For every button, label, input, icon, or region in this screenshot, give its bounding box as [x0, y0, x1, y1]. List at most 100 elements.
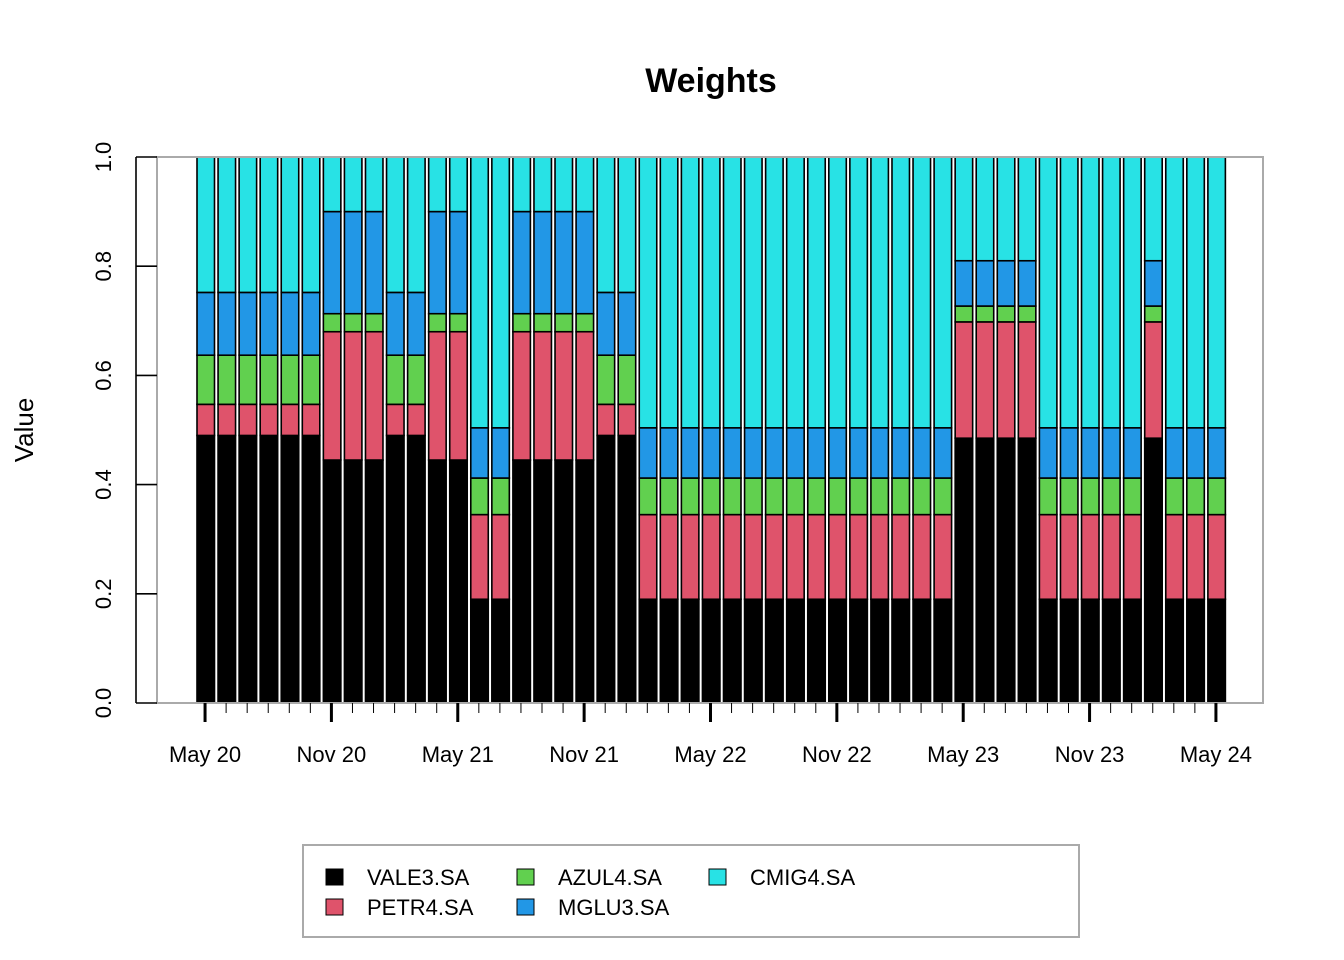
bar-segment-mglu3-sa-31: [849, 427, 869, 479]
bar-segment-azul4-sa-8: [364, 312, 384, 333]
bar-segment-azul4-sa-9: [385, 354, 405, 406]
bar-segment-cmig4-sa-13: [469, 156, 490, 429]
bar-segment-petr4-sa-2: [238, 403, 258, 437]
bar-segment-azul4-sa-29: [806, 477, 827, 516]
bar-segment-azul4-sa-30: [827, 477, 848, 516]
bar-segment-petr4-sa-26: [743, 513, 763, 601]
bar-segment-petr4-sa-22: [659, 513, 679, 601]
bar-segment-petr4-sa-27: [764, 513, 784, 601]
bar-segment-cmig4-sa-37: [975, 156, 995, 262]
bar-segment-azul4-sa-24: [701, 477, 721, 516]
bar-segment-vale3-sa-12: [448, 459, 469, 704]
bar-segment-petr4-sa-43: [1101, 513, 1121, 601]
bar-segment-vale3-sa-45: [1143, 437, 1163, 704]
bar-segment-mglu3-sa-18: [575, 210, 595, 315]
bar-segment-azul4-sa-21: [638, 477, 658, 516]
bar-segment-mglu3-sa-33: [891, 427, 911, 479]
bar-segment-petr4-sa-19: [596, 403, 616, 437]
bar-segment-petr4-sa-37: [975, 321, 995, 439]
bar-segment-cmig4-sa-43: [1101, 156, 1121, 429]
bar-segment-mglu3-sa-42: [1080, 427, 1100, 479]
bar-segment-petr4-sa-31: [849, 513, 869, 601]
legend-swatch-vale3-sa: [325, 868, 344, 886]
bar-segment-petr4-sa-40: [1038, 513, 1058, 601]
bar-segment-azul4-sa-41: [1059, 477, 1079, 516]
bar-segment-petr4-sa-16: [533, 330, 553, 461]
bar-stack-group: [196, 156, 1227, 704]
bar-segment-cmig4-sa-5: [301, 156, 321, 294]
bar-segment-cmig4-sa-12: [448, 156, 469, 213]
x-tick-label: May 22: [674, 742, 746, 767]
bar-segment-petr4-sa-14: [491, 513, 511, 601]
bar-segment-mglu3-sa-28: [785, 427, 805, 479]
bar-segment-vale3-sa-8: [364, 459, 384, 704]
bar-segment-vale3-sa-7: [343, 459, 363, 704]
bar-segment-azul4-sa-32: [870, 477, 890, 516]
legend-swatch-azul4-sa: [516, 868, 535, 886]
bar-segment-cmig4-sa-25: [722, 156, 742, 429]
bar-segment-cmig4-sa-7: [343, 156, 363, 213]
bar-segment-cmig4-sa-40: [1038, 156, 1058, 429]
bar-segment-vale3-sa-30: [827, 598, 848, 704]
bar-segment-petr4-sa-11: [427, 330, 447, 461]
bar-segment-azul4-sa-6: [322, 312, 342, 333]
legend-label-mglu3-sa: MGLU3.SA: [558, 895, 670, 920]
bar-segment-mglu3-sa-10: [406, 291, 426, 356]
bar-segment-cmig4-sa-18: [575, 156, 595, 213]
x-tick-label: May 23: [927, 742, 999, 767]
bar-segment-petr4-sa-5: [301, 403, 321, 437]
bar-segment-cmig4-sa-27: [764, 156, 784, 429]
legend-swatch-petr4-sa: [325, 898, 344, 916]
bar-segment-vale3-sa-31: [849, 598, 869, 704]
bar-segment-azul4-sa-0: [196, 354, 216, 406]
bar-segment-cmig4-sa-11: [427, 156, 447, 213]
bar-segment-mglu3-sa-20: [617, 291, 637, 356]
bar-segment-azul4-sa-40: [1038, 477, 1058, 516]
bar-segment-petr4-sa-21: [638, 513, 658, 601]
y-axis-label: Value: [9, 398, 39, 463]
bar-segment-petr4-sa-8: [364, 330, 384, 461]
bar-segment-petr4-sa-36: [954, 321, 974, 439]
bar-segment-cmig4-sa-17: [554, 156, 574, 213]
bar-segment-mglu3-sa-26: [743, 427, 763, 479]
bar-segment-petr4-sa-32: [870, 513, 890, 601]
bar-segment-cmig4-sa-22: [659, 156, 679, 429]
bar-segment-petr4-sa-25: [722, 513, 742, 601]
bar-segment-azul4-sa-46: [1164, 477, 1185, 516]
bar-segment-petr4-sa-33: [891, 513, 911, 601]
bar-segment-vale3-sa-23: [680, 598, 700, 704]
bar-segment-petr4-sa-17: [554, 330, 574, 461]
bar-segment-petr4-sa-42: [1080, 513, 1100, 601]
bar-segment-cmig4-sa-0: [196, 156, 216, 294]
bar-segment-azul4-sa-34: [912, 477, 932, 516]
bar-segment-mglu3-sa-3: [259, 291, 279, 356]
chart-title: Weights: [645, 62, 777, 100]
bar-segment-mglu3-sa-45: [1143, 259, 1163, 307]
bar-segment-cmig4-sa-33: [891, 156, 911, 429]
bar-segment-mglu3-sa-41: [1059, 427, 1079, 479]
bar-segment-azul4-sa-15: [512, 312, 532, 333]
y-tick-label: 1.0: [91, 142, 116, 173]
bar-segment-petr4-sa-41: [1059, 513, 1079, 601]
bar-segment-azul4-sa-25: [722, 477, 742, 516]
bar-segment-mglu3-sa-48: [1207, 427, 1227, 479]
bar-segment-vale3-sa-21: [638, 598, 658, 704]
bar-segment-mglu3-sa-29: [806, 427, 827, 479]
bar-segment-cmig4-sa-23: [680, 156, 700, 429]
bar-segment-cmig4-sa-2: [238, 156, 258, 294]
bar-segment-mglu3-sa-7: [343, 210, 363, 315]
bar-segment-vale3-sa-18: [575, 459, 595, 704]
bar-segment-mglu3-sa-30: [827, 427, 848, 479]
legend-label-azul4-sa: AZUL4.SA: [558, 865, 662, 890]
legend-label-cmig4-sa: CMIG4.SA: [750, 865, 855, 890]
bar-segment-azul4-sa-12: [448, 312, 469, 333]
bar-segment-mglu3-sa-46: [1164, 427, 1185, 479]
bar-segment-petr4-sa-18: [575, 330, 595, 461]
bar-segment-cmig4-sa-20: [617, 156, 637, 294]
legend-swatch-mglu3-sa: [516, 898, 535, 916]
bar-segment-vale3-sa-44: [1122, 598, 1142, 704]
bar-segment-vale3-sa-22: [659, 598, 679, 704]
bar-segment-vale3-sa-20: [617, 434, 637, 704]
bar-segment-petr4-sa-1: [217, 403, 237, 437]
bar-segment-petr4-sa-4: [280, 403, 300, 437]
